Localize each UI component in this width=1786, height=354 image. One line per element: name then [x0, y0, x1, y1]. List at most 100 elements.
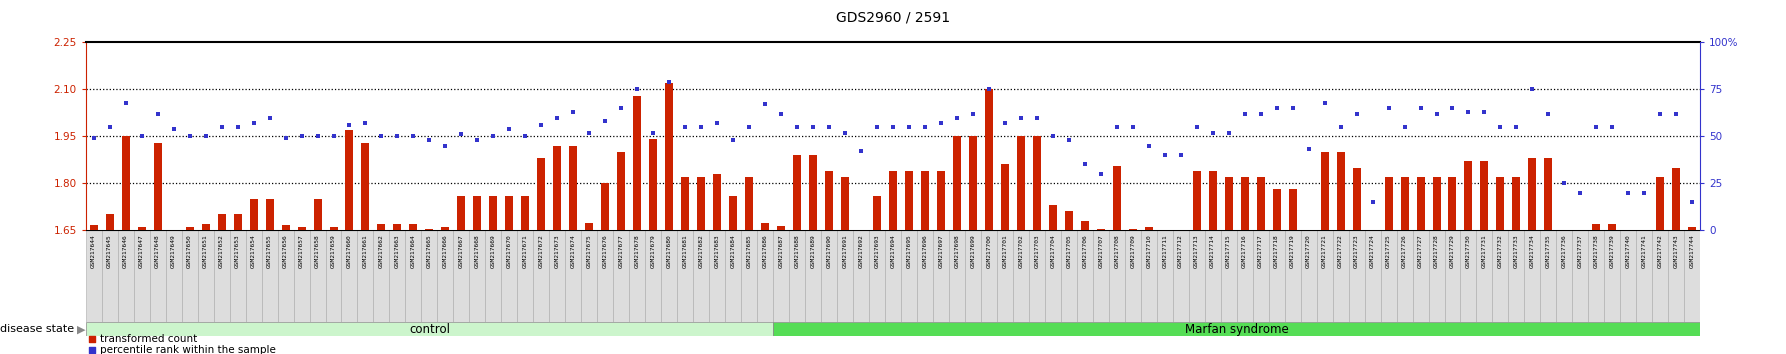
Bar — [822, 230, 838, 322]
Point — [479, 133, 507, 139]
Bar — [1193, 171, 1200, 230]
Text: GSM217670: GSM217670 — [507, 235, 513, 268]
Bar — [1220, 230, 1236, 322]
Point — [814, 124, 843, 130]
Point — [655, 79, 684, 85]
Bar — [1016, 136, 1025, 230]
Point — [1295, 147, 1323, 152]
Point — [639, 130, 668, 135]
Point — [766, 111, 795, 116]
Bar — [1481, 161, 1488, 230]
Bar — [425, 229, 434, 230]
Text: GSM217699: GSM217699 — [970, 235, 975, 268]
Point — [1231, 111, 1259, 116]
Point — [1486, 124, 1515, 130]
Text: GSM217645: GSM217645 — [107, 235, 113, 268]
Point — [1663, 111, 1691, 116]
Bar — [1289, 189, 1297, 230]
Text: GSM217715: GSM217715 — [1227, 235, 1231, 268]
Text: GSM217696: GSM217696 — [923, 235, 927, 268]
Text: GSM217694: GSM217694 — [891, 235, 895, 268]
Point — [1615, 190, 1643, 195]
Point — [734, 124, 763, 130]
Text: ▶: ▶ — [77, 324, 86, 334]
Bar — [1225, 177, 1232, 230]
Point — [1631, 190, 1659, 195]
Text: GSM217676: GSM217676 — [602, 235, 607, 268]
Bar — [906, 171, 913, 230]
Bar — [134, 230, 150, 322]
Bar — [1448, 177, 1457, 230]
Bar — [1284, 230, 1300, 322]
Bar — [1316, 230, 1332, 322]
Bar — [341, 230, 357, 322]
Point — [318, 306, 346, 312]
Point — [1182, 124, 1211, 130]
Point — [143, 111, 171, 116]
Point — [1311, 100, 1340, 105]
Point — [1166, 152, 1195, 158]
Point — [1454, 109, 1482, 115]
Bar — [361, 143, 370, 230]
Bar — [166, 230, 182, 322]
Bar — [1529, 158, 1536, 230]
Bar — [680, 177, 689, 230]
Bar — [230, 230, 246, 322]
Bar — [121, 136, 130, 230]
Bar — [1445, 230, 1461, 322]
Text: GDS2960 / 2591: GDS2960 / 2591 — [836, 11, 950, 25]
Bar — [970, 136, 977, 230]
Bar — [645, 230, 661, 322]
Bar — [586, 223, 593, 230]
Bar — [1688, 227, 1697, 230]
Text: percentile rank within the sample: percentile rank within the sample — [100, 345, 277, 354]
Text: GSM217690: GSM217690 — [827, 235, 832, 268]
Bar — [1493, 230, 1509, 322]
Point — [207, 124, 236, 130]
Bar — [154, 143, 163, 230]
Bar — [502, 230, 518, 322]
Bar — [1189, 230, 1206, 322]
Text: GSM217671: GSM217671 — [523, 235, 529, 268]
Point — [1422, 111, 1450, 116]
Bar — [789, 230, 805, 322]
Bar — [886, 230, 900, 322]
Text: GSM217659: GSM217659 — [330, 235, 336, 268]
Bar — [505, 196, 513, 230]
Text: GSM217702: GSM217702 — [1018, 235, 1023, 268]
Point — [943, 115, 972, 120]
Text: GSM217733: GSM217733 — [1515, 235, 1518, 268]
Text: GSM217675: GSM217675 — [588, 235, 591, 268]
Bar — [1461, 230, 1477, 322]
Text: GSM217685: GSM217685 — [747, 235, 752, 268]
Bar — [741, 230, 757, 322]
Point — [384, 133, 413, 139]
Bar — [1157, 230, 1173, 322]
Text: GSM217710: GSM217710 — [1147, 235, 1152, 268]
Bar — [89, 225, 98, 230]
Point — [1598, 124, 1627, 130]
Point — [1263, 105, 1291, 111]
Point — [623, 86, 652, 92]
Bar — [838, 230, 854, 322]
Text: GSM217665: GSM217665 — [427, 235, 432, 268]
Bar — [1497, 177, 1504, 230]
Bar — [1572, 230, 1588, 322]
Bar — [697, 177, 705, 230]
Bar — [1236, 230, 1252, 322]
Text: GSM217658: GSM217658 — [314, 235, 320, 268]
Bar — [1416, 177, 1425, 230]
Bar — [932, 230, 948, 322]
Bar — [1081, 221, 1089, 230]
Point — [446, 132, 475, 137]
Text: GSM217677: GSM217677 — [618, 235, 623, 268]
Bar — [489, 196, 497, 230]
Text: GSM217680: GSM217680 — [666, 235, 672, 268]
Point — [927, 120, 956, 126]
Bar — [1045, 230, 1061, 322]
Bar — [550, 230, 566, 322]
Point — [175, 133, 204, 139]
Text: GSM217705: GSM217705 — [1066, 235, 1072, 268]
Text: GSM217724: GSM217724 — [1370, 235, 1375, 268]
Point — [368, 133, 396, 139]
